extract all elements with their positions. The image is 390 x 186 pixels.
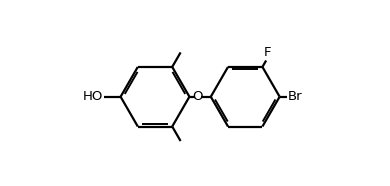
Text: HO: HO <box>83 90 103 103</box>
Text: O: O <box>192 90 203 103</box>
Text: F: F <box>263 46 271 59</box>
Text: Br: Br <box>288 90 303 103</box>
